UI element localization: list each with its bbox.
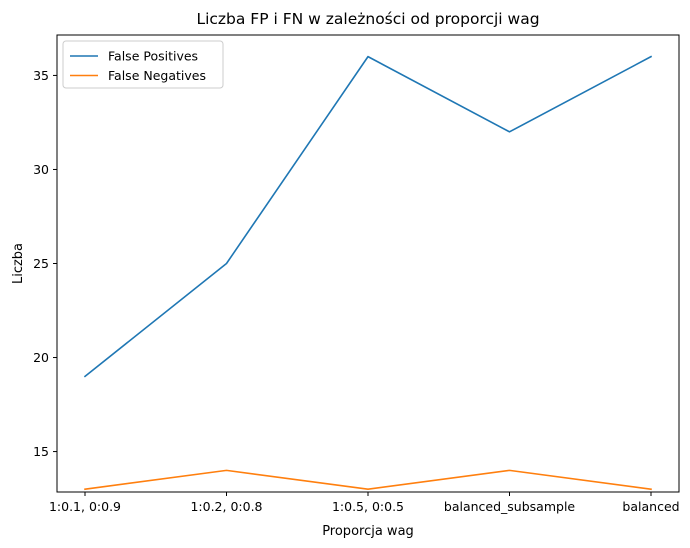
x-tick-label: balanced: [622, 499, 679, 514]
plot-frame: [56, 34, 680, 493]
y-axis: 15 20 25 30 35: [33, 68, 57, 459]
y-axis-label: Liczba: [11, 243, 26, 284]
legend-label: False Negatives: [108, 68, 206, 83]
legend-items: False Positives False Negatives: [70, 49, 206, 83]
x-tick-label: 1:0.5, 0:0.5: [332, 499, 404, 514]
x-tick-label: 1:0.1, 0:0.9: [49, 499, 121, 514]
legend-label: False Positives: [108, 49, 198, 64]
y-tick-label: 30: [33, 162, 49, 177]
series-layer: [83, 55, 653, 491]
x-axis: 1:0.1, 0:0.9 1:0.2, 0:0.8 1:0.5, 0:0.5 bala…: [49, 492, 680, 514]
series-line-false-positives: [83, 55, 653, 378]
y-tick-label: 35: [33, 68, 49, 83]
legend-frame: [62, 40, 224, 89]
legend: False Positives False Negatives: [62, 40, 224, 89]
y-tick-label: 15: [33, 444, 49, 459]
y-tick-label: 25: [33, 256, 49, 271]
x-tick-label: 1:0.2, 0:0.8: [190, 499, 262, 514]
y-tick-label: 20: [33, 350, 49, 365]
plot-area: [56, 34, 680, 493]
x-axis-label: Proporcja wag: [322, 524, 414, 539]
chart-title: Liczba FP i FN w zależności od proporcji…: [196, 10, 539, 28]
series-line-false-negatives: [84, 469, 652, 491]
x-tick-label: balanced_subsample: [444, 499, 576, 514]
